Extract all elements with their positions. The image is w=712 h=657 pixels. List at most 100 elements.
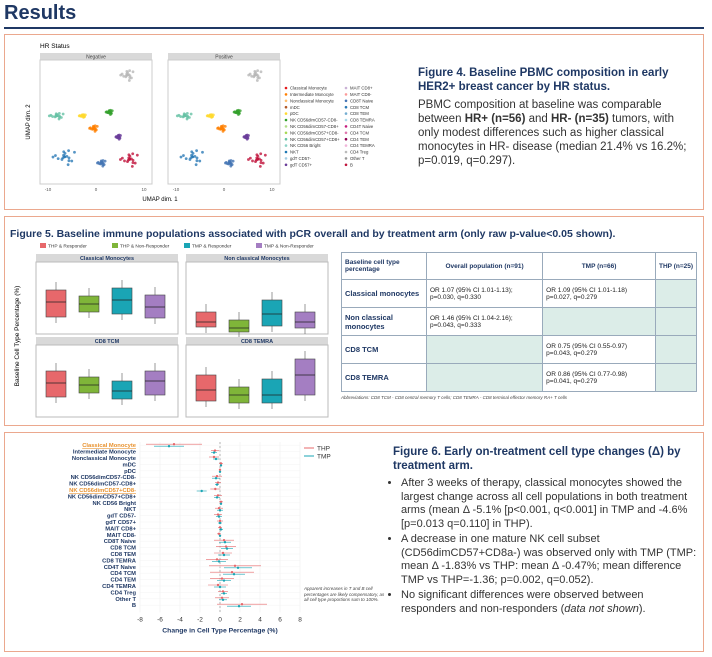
- point: [237, 605, 241, 608]
- umap-point: [131, 161, 135, 165]
- point: [219, 502, 223, 505]
- table-header-cell: Overall population (n=91): [425, 252, 544, 280]
- point: [232, 573, 236, 576]
- point: [216, 513, 220, 516]
- x-tick-label: -10: [173, 187, 180, 192]
- box: [144, 370, 166, 396]
- x-axis-label: Change in Cell Type Percentage (%): [162, 627, 277, 634]
- text-run: HR+ (n=56): [464, 113, 526, 125]
- category-label: Other T: [115, 597, 136, 603]
- category-label: Nonclassical Monocyte: [72, 456, 137, 462]
- legend-swatch: [284, 112, 288, 115]
- figure-label: Figure 6.: [393, 446, 441, 458]
- umap-point: [184, 114, 188, 118]
- text-run: HR- (n=35): [550, 113, 609, 125]
- legend-swatch: [284, 105, 288, 109]
- point: [220, 577, 224, 580]
- facet-label: CD8 TEMRA: [241, 339, 273, 345]
- bullet: After 3 weeks of therapy, classical mono…: [401, 477, 698, 531]
- legend-label: gdT CD57+: [290, 162, 313, 167]
- point: [218, 585, 222, 589]
- umap-point: [242, 135, 246, 139]
- umap-point: [66, 163, 70, 167]
- legend-label: pDC: [290, 111, 299, 116]
- legend-label: Other T: [350, 156, 365, 161]
- plot-area: [39, 59, 153, 185]
- legend-swatch: [344, 118, 348, 122]
- point: [217, 560, 221, 563]
- row-label: CD8 TCM: [341, 335, 427, 364]
- table-cell: OR 1.46 (95% CI 1.04-2.16); p=0.043, q=0…: [425, 307, 544, 336]
- facet-strip: [186, 254, 328, 262]
- box: [261, 378, 283, 404]
- umap-point: [119, 158, 122, 161]
- legend-swatch: [344, 112, 348, 115]
- umap-point: [253, 70, 257, 73]
- category-label: MAIT CD8+: [105, 526, 136, 532]
- point: [217, 515, 221, 518]
- umap-point: [198, 159, 202, 163]
- legend-swatch: [344, 137, 348, 141]
- legend-label: Nonclassical Monocyte: [290, 98, 335, 103]
- x-tick-label: -8: [137, 616, 143, 623]
- table: Baseline cell type percentage Overall pop…: [341, 252, 697, 392]
- point: [200, 489, 203, 493]
- point: [236, 566, 240, 569]
- annotation: Apparent increases in T and B cell perce…: [304, 586, 385, 602]
- facet-label: Classical Monocytes: [80, 256, 134, 262]
- point: [233, 564, 237, 567]
- figure4-panel: [4, 34, 704, 210]
- section-title: Results: [4, 2, 77, 24]
- row-label: Non classical monocytes: [341, 307, 427, 336]
- table-row: CD8 TCM OR 0.75 (95% CI 0.55-0.97) p=0.04…: [341, 335, 697, 364]
- legend-label: CD4 TCM: [350, 130, 369, 135]
- legend-label: THP & Responder: [48, 244, 87, 250]
- point: [216, 494, 220, 497]
- point: [222, 579, 226, 582]
- umap-point: [257, 157, 261, 161]
- y-axis-label: Baseline Cell Type Percentage (%): [14, 286, 21, 387]
- umap-point: [254, 160, 257, 164]
- legend-swatch: [284, 163, 288, 167]
- table-footnote: Abbreviations: CD8 TCM - CD8 central mem…: [341, 395, 568, 400]
- point: [223, 541, 227, 544]
- table-cell: OR 1.09 (95% CI 1.01-1.18) p=0.027, q=0.…: [542, 279, 656, 308]
- point: [218, 509, 222, 512]
- category-label: CD4 TEM: [111, 578, 137, 584]
- text-run: and: [525, 113, 551, 125]
- figure4-caption: Figure 4. Baseline PBMC composition in e…: [418, 66, 694, 94]
- legend-swatch: [344, 93, 348, 96]
- category-label: NK CD56dimCD57+CD8-: [69, 488, 136, 494]
- box: [195, 311, 217, 328]
- category-label: CD4T Naive: [104, 565, 137, 571]
- box: [45, 370, 67, 398]
- umap-point: [123, 159, 126, 163]
- umap-point: [126, 160, 129, 164]
- text-run: After 3 weeks of therapy, classical mono…: [401, 477, 688, 530]
- legend-label: TMP: [317, 454, 331, 461]
- legend-swatch: [344, 125, 348, 128]
- umap-point: [188, 158, 192, 161]
- umap-point: [73, 150, 76, 154]
- dot-plot: -8 -6 -4 -2 0 2 4 6 8 Classical MonocyteIntermedi…: [68, 442, 385, 634]
- umap-point: [77, 114, 81, 118]
- legend-swatch: [284, 93, 288, 96]
- umap-point: [231, 159, 235, 163]
- umap-point: [47, 114, 51, 118]
- table-row: Classical monocytes OR 1.07 (95% CI 1.01-…: [341, 279, 697, 308]
- point: [218, 534, 222, 537]
- legend-swatch: [344, 105, 348, 109]
- point: [215, 483, 219, 486]
- umap-point: [195, 156, 199, 160]
- umap-point: [103, 159, 107, 163]
- umap-point: [258, 76, 261, 80]
- category-label: NK CD56dimCD57-CD8-: [71, 475, 136, 481]
- umap-point: [118, 136, 122, 140]
- umap-point: [216, 126, 219, 130]
- figure-label: Figure 5.: [10, 228, 54, 240]
- umap-point: [256, 69, 260, 73]
- umap-point: [238, 111, 241, 115]
- umap-point: [224, 161, 227, 165]
- umap-point: [219, 127, 223, 131]
- umap-point: [131, 152, 135, 156]
